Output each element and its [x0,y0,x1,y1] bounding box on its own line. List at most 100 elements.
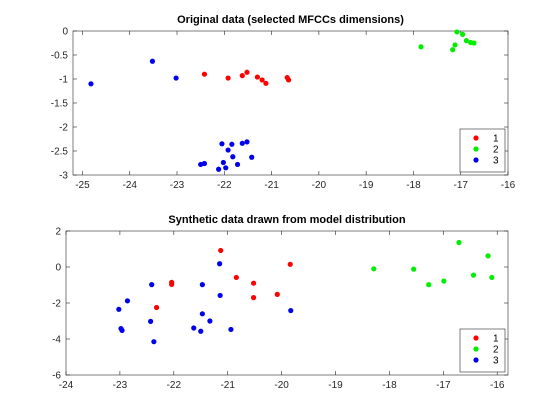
data-point [124,298,131,304]
data-point [199,282,205,288]
y-tick-label: -1 [59,75,68,86]
x-tick-label: -19 [328,380,343,391]
series-2 [371,239,495,288]
legend-marker [473,146,479,152]
data-point [191,325,197,331]
data-point [218,247,224,254]
legend-label: 3 [493,156,499,167]
data-point [229,141,235,147]
data-point [223,165,229,171]
y-tick-label: 0 [55,263,61,274]
y-tick-label: -1.5 [51,99,69,110]
data-point [485,253,491,259]
legend-label: 1 [493,134,499,145]
data-point [426,282,432,288]
data-point [471,40,477,46]
data-point [198,161,204,168]
data-point [149,58,156,64]
x-tick-label: -18 [382,380,397,391]
series-1 [153,247,293,311]
y-tick-label: -0.5 [51,51,69,62]
legend-marker [473,335,479,341]
data-point [288,307,294,314]
data-point [217,292,223,299]
data-point [411,266,417,272]
x-tick-label: -19 [359,180,374,191]
x-tick-label: -20 [274,380,289,391]
data-point [169,279,175,285]
x-tick-label: -22 [217,180,232,191]
legend-marker [473,357,479,363]
y-tick-label: -3 [59,171,68,182]
y-tick-label: -2.5 [51,147,69,158]
data-point [371,266,377,272]
series-3 [116,261,294,345]
plot-frame [72,30,509,176]
x-tick-label: -18 [406,180,421,191]
data-point [173,75,179,81]
x-tick-label: -21 [220,380,235,391]
data-point [216,166,222,172]
legend-box [459,128,506,173]
data-point [199,311,205,317]
data-point [225,147,231,153]
legend-marker [473,157,479,163]
x-tick-label: -21 [264,180,279,191]
data-point [450,47,456,53]
data-point [230,154,236,160]
x-tick-label: -16 [501,180,516,191]
series-1 [201,69,292,86]
data-point [88,81,94,87]
data-point [456,239,462,246]
data-point [233,274,239,281]
data-point [219,141,225,147]
data-point [452,42,458,48]
legend: 123 [459,328,506,373]
data-point [254,74,261,80]
data-point [454,29,460,35]
x-tick-label: -23 [170,180,185,191]
x-tick-label: -16 [490,380,505,391]
data-point [244,69,250,75]
legend-marker [473,346,479,352]
legend: 123 [459,128,506,173]
plot-frame [65,230,509,376]
legend-label: 2 [493,345,499,356]
chart-1: Original data (selected MFCCs dimensions… [51,14,516,191]
data-point [287,261,293,267]
x-tick-label: -24 [123,180,138,191]
data-point [228,326,234,333]
x-tick-label: -25 [75,180,90,191]
data-point [418,44,424,50]
y-tick-label: 0 [62,27,68,38]
data-point [286,77,292,83]
data-point [225,75,231,81]
legend-label: 1 [493,334,499,345]
data-point [151,339,157,345]
chart-2: Synthetic data drawn from model distribu… [52,214,509,391]
data-point [489,274,495,281]
data-point [149,282,155,288]
data-point [119,327,125,333]
data-point [249,154,255,160]
data-point [234,161,241,168]
data-point [198,328,204,334]
chart-title: Original data (selected MFCCs dimensions… [177,14,404,26]
y-tick-label: -4 [52,335,61,346]
chart-title: Synthetic data drawn from model distribu… [168,214,405,226]
legend-marker [473,135,479,141]
y-tick-label: 2 [55,227,61,238]
x-tick-label: -24 [59,380,74,391]
series-2 [418,29,477,53]
x-tick-label: -23 [113,380,128,391]
data-point [239,140,245,146]
data-point [207,318,213,324]
data-point [148,318,154,324]
x-tick-label: -20 [312,180,327,191]
y-tick-label: -2 [59,123,68,134]
data-point [244,139,250,145]
series-3 [88,58,255,172]
legend-box [459,328,506,373]
data-point [259,77,265,83]
